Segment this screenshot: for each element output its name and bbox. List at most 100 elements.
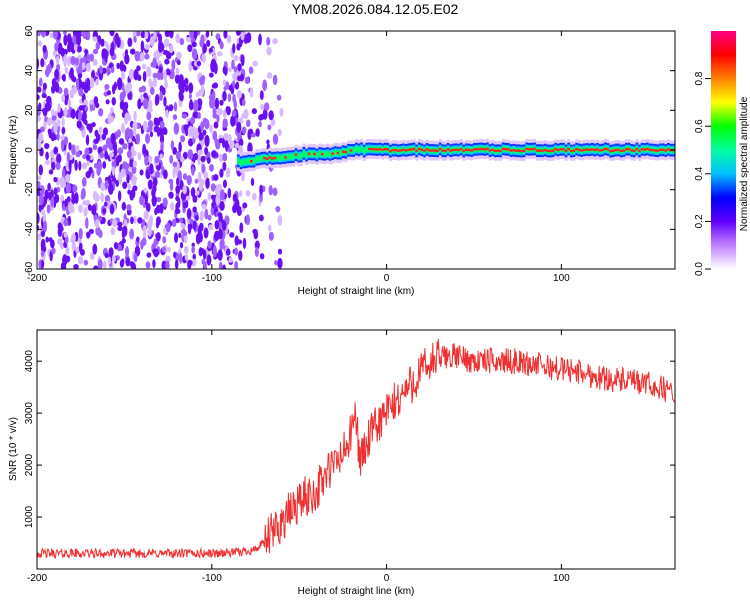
noise-cell <box>117 154 122 163</box>
noise-cell <box>236 89 243 99</box>
noise-cell <box>104 179 109 190</box>
noise-cell <box>252 60 258 67</box>
noise-cell <box>162 169 168 180</box>
noise-cell <box>189 218 194 224</box>
noise-cell <box>235 31 241 37</box>
ridge-cell <box>449 149 453 152</box>
noise-cell <box>54 193 60 204</box>
snr-y-label: SNR (10 * v/v) <box>8 417 19 481</box>
noise-cell <box>104 52 108 63</box>
y-tick-label: 40 <box>24 65 35 77</box>
ridge-cell <box>569 149 573 153</box>
noise-cell <box>184 85 189 92</box>
noise-cell <box>127 91 132 101</box>
noise-cell <box>223 133 229 141</box>
noise-cell <box>142 143 146 155</box>
ridge-cell <box>334 149 338 156</box>
noise-cell <box>254 247 259 258</box>
noise-cell <box>126 150 132 159</box>
noise-cell <box>170 140 175 150</box>
noise-cell <box>170 202 175 211</box>
noise-cell <box>174 165 179 173</box>
noise-cell <box>72 184 78 193</box>
noise-cell <box>111 166 116 176</box>
noise-cell <box>116 62 120 70</box>
noise-cell <box>53 146 59 155</box>
noise-cell <box>175 252 180 262</box>
noise-cell <box>130 216 134 225</box>
noise-cell <box>242 237 247 250</box>
noise-cell <box>219 99 224 106</box>
ridge-cell <box>530 148 534 151</box>
noise-cell <box>125 127 131 137</box>
noise-cell <box>52 49 58 57</box>
ridge-cell <box>347 147 351 154</box>
ridge-cell <box>614 148 618 152</box>
noise-cell <box>169 31 174 39</box>
ridge-cell <box>250 160 254 163</box>
noise-cell <box>64 198 68 208</box>
ridge-cell <box>653 149 657 152</box>
noise-cell <box>83 259 89 266</box>
noise-cell <box>234 247 239 256</box>
noise-cell <box>38 164 43 176</box>
noise-cell <box>92 36 98 42</box>
ridge-cell <box>286 154 290 160</box>
noise-cell <box>213 174 219 181</box>
ridge-cell <box>339 150 343 156</box>
noise-cell <box>120 70 125 80</box>
noise-cell <box>199 210 204 222</box>
noise-cell <box>122 143 128 150</box>
noise-cell <box>176 51 182 59</box>
ridge-cell <box>499 149 503 153</box>
noise-cell <box>188 149 194 161</box>
noise-cell <box>212 82 219 89</box>
noise-cell <box>38 194 44 206</box>
noise-cell <box>216 51 223 57</box>
noise-cell <box>193 99 199 112</box>
noise-cell <box>111 97 117 106</box>
noise-cell <box>220 239 225 249</box>
noise-cell <box>62 179 67 189</box>
noise-cell <box>212 245 217 258</box>
noise-cell <box>39 126 45 133</box>
noise-cell <box>184 253 189 261</box>
noise-cell <box>190 187 196 198</box>
ridge-cell <box>472 148 476 151</box>
noise-cell <box>270 118 276 127</box>
noise-cell <box>134 50 141 62</box>
noise-cell <box>197 225 202 237</box>
noise-cell <box>232 79 236 90</box>
ridge-cell <box>635 147 639 151</box>
noise-cell <box>61 94 66 103</box>
noise-cell <box>42 82 47 91</box>
spectrogram-x-ticks: -200 -100 0 100 <box>27 31 570 284</box>
colorbar-tick-label: 0.8 <box>694 71 705 85</box>
noise-cell <box>164 79 168 90</box>
noise-cell <box>155 220 160 229</box>
ridge-cell <box>252 158 256 164</box>
ridge-cell <box>470 149 474 152</box>
ridge-cell <box>386 148 390 151</box>
noise-cell <box>81 177 87 187</box>
noise-cell <box>83 99 89 108</box>
ridge-cell <box>611 149 615 152</box>
noise-cell <box>179 92 184 102</box>
noise-cell <box>225 106 230 114</box>
noise-cell <box>144 31 149 40</box>
noise-cell <box>106 90 111 96</box>
noise-cell <box>141 218 146 227</box>
noise-cell <box>230 115 236 127</box>
noise-cell <box>100 192 104 203</box>
noise-cell <box>165 260 170 269</box>
chart-title: YM08.2026.084.12.05.E02 <box>292 1 459 17</box>
y-tick-label: 4000 <box>24 350 35 373</box>
noise-cell <box>68 41 75 53</box>
noise-cell <box>92 243 98 255</box>
ridge-cell <box>512 149 516 152</box>
ridge-cell <box>546 149 550 153</box>
ridge-cell <box>528 148 532 151</box>
noise-cell <box>272 187 278 197</box>
noise-cell <box>37 139 42 150</box>
noise-cell <box>142 120 148 132</box>
